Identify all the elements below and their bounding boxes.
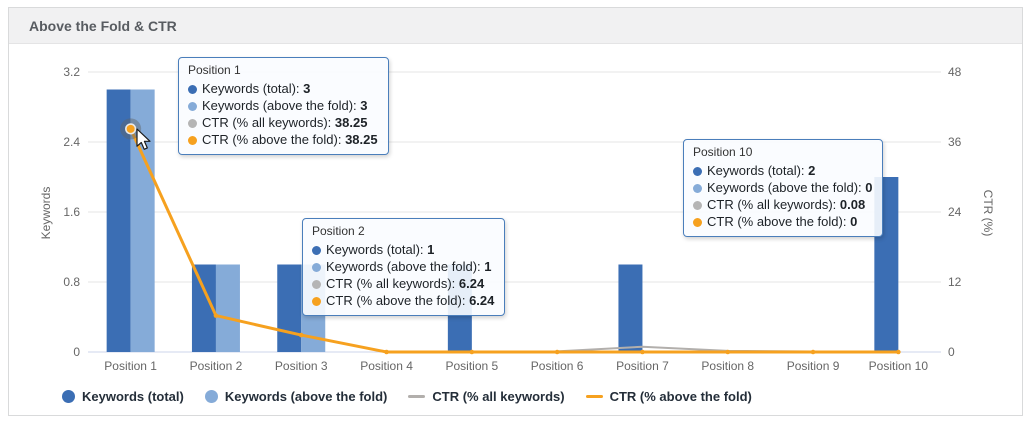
series-dot-icon xyxy=(188,85,197,94)
y-axis-right-title: CTR (%) xyxy=(981,189,995,237)
x-axis-label-9: Position 9 xyxy=(786,359,840,373)
x-axis-label-2: Position 2 xyxy=(189,359,243,373)
hover-marker xyxy=(125,123,137,135)
bar-keywords-total-7[interactable] xyxy=(618,264,643,353)
x-axis-label-10: Position 10 xyxy=(868,359,929,373)
tooltip-title: Position 10 xyxy=(693,145,753,159)
legend-label: Keywords (total) xyxy=(82,389,184,404)
panel-title: Above the Fold & CTR xyxy=(29,17,177,34)
x-axis-label-8: Position 8 xyxy=(701,359,755,373)
series-dot-icon xyxy=(312,297,321,306)
series-dot-icon xyxy=(312,280,321,289)
legend-item-1[interactable]: Keywords (total) xyxy=(62,389,184,404)
legend-item-4[interactable]: CTR (% above the fold) xyxy=(585,389,752,404)
y-right-tick-label: 12 xyxy=(948,275,962,289)
series-dot-icon xyxy=(312,246,321,255)
legend-circle-icon xyxy=(62,390,75,403)
tooltip-position-1: Position 1 Keywords (total): 3 Keywords (a… xyxy=(178,57,389,155)
y-right-tick-label: 24 xyxy=(948,205,962,219)
series-dot-icon xyxy=(188,136,197,145)
bar-keywords-above-fold-1[interactable] xyxy=(130,89,155,353)
tooltip-title: Position 2 xyxy=(312,224,365,238)
legend-line-icon xyxy=(585,395,603,398)
mouse-cursor xyxy=(136,128,151,150)
tooltip-row: Keywords (above the fold): 0 xyxy=(693,179,872,196)
ctr-above-fold-point-8[interactable] xyxy=(725,349,731,355)
bar-keywords-total-1[interactable] xyxy=(106,89,131,353)
y-right-tick-label: 48 xyxy=(948,65,962,79)
x-axis-label-6: Position 6 xyxy=(530,359,584,373)
legend-line-icon xyxy=(408,395,426,398)
legend-item-2[interactable]: Keywords (above the fold) xyxy=(204,389,388,404)
series-dot-icon xyxy=(693,201,702,210)
bar-keywords-above-fold-2[interactable] xyxy=(215,264,240,353)
x-axis-label-4: Position 4 xyxy=(360,359,413,373)
tooltip-row: CTR (% above the fold): 6.24 xyxy=(312,292,494,309)
ctr-above-fold-point-4[interactable] xyxy=(384,349,389,355)
ctr-above-fold-point-9[interactable] xyxy=(810,349,816,355)
tooltip-row: CTR (% all keywords): 38.25 xyxy=(188,114,378,131)
tooltip-row: CTR (% above the fold): 38.25 xyxy=(188,131,378,148)
ctr-above-fold-point-5[interactable] xyxy=(469,349,475,355)
y-left-tick-label: 1.6 xyxy=(63,205,80,219)
y-left-tick-label: 0.8 xyxy=(63,275,80,289)
series-dot-icon xyxy=(693,184,702,193)
tooltip-row: CTR (% all keywords): 0.08 xyxy=(693,196,872,213)
ctr-above-fold-line[interactable] xyxy=(129,127,900,354)
legend-circle-icon xyxy=(204,390,218,403)
tooltip-row: Keywords (total): 1 xyxy=(312,241,494,258)
tooltip-position-10: Position 10 Keywords (total): 2 Keywords (… xyxy=(683,139,884,237)
tooltip-row: CTR (% above the fold): 0 xyxy=(693,213,872,230)
y-left-tick-label: 3.2 xyxy=(63,65,80,79)
legend-label: Keywords (above the fold) xyxy=(224,389,388,404)
series-dot-icon xyxy=(693,218,702,227)
tooltip-title: Position 1 xyxy=(188,63,241,77)
ctr-above-fold-point-2[interactable] xyxy=(213,313,219,318)
ctr-above-fold-point-6[interactable] xyxy=(554,349,560,355)
tooltip-row: Keywords (total): 3 xyxy=(188,80,378,97)
bar-keywords-total-3[interactable] xyxy=(277,264,302,353)
legend-label: CTR (% all keywords) xyxy=(432,389,565,404)
series-dot-icon xyxy=(693,167,702,176)
tooltip-row: Keywords (total): 2 xyxy=(693,162,872,179)
x-axis-label-3: Position 3 xyxy=(274,359,328,373)
tooltip-row: Keywords (above the fold): 1 xyxy=(312,258,494,275)
ctr-above-fold-point-10[interactable] xyxy=(896,349,901,355)
series-dot-icon xyxy=(188,119,197,128)
x-axis-label-5: Position 5 xyxy=(445,359,499,373)
series-dot-icon xyxy=(312,263,321,272)
legend-item-3[interactable]: CTR (% all keywords) xyxy=(408,389,565,404)
tooltip-row: Keywords (above the fold): 3 xyxy=(188,97,378,114)
ctr-above-fold-point-3[interactable] xyxy=(298,332,304,338)
x-axis-label-1: Position 1 xyxy=(104,359,157,373)
tooltip-row: CTR (% all keywords): 6.24 xyxy=(312,275,494,292)
x-axis-label-7: Position 7 xyxy=(616,359,669,373)
y-right-tick-label: 36 xyxy=(948,135,962,149)
chart-legend: Keywords (total) Keywords (above the fold… xyxy=(62,389,752,404)
ctr-above-fold-point-7[interactable] xyxy=(640,349,645,355)
series-dot-icon xyxy=(188,102,197,111)
y-right-tick-label: 0 xyxy=(948,345,955,359)
y-left-tick-label: 0 xyxy=(73,345,80,359)
panel-header: Above the Fold & CTR xyxy=(9,8,1022,44)
tooltip-position-2: Position 2 Keywords (total): 1 Keywords (a… xyxy=(302,218,506,316)
legend-label: CTR (% above the fold) xyxy=(609,389,752,404)
y-left-tick-label: 2.4 xyxy=(63,135,80,149)
